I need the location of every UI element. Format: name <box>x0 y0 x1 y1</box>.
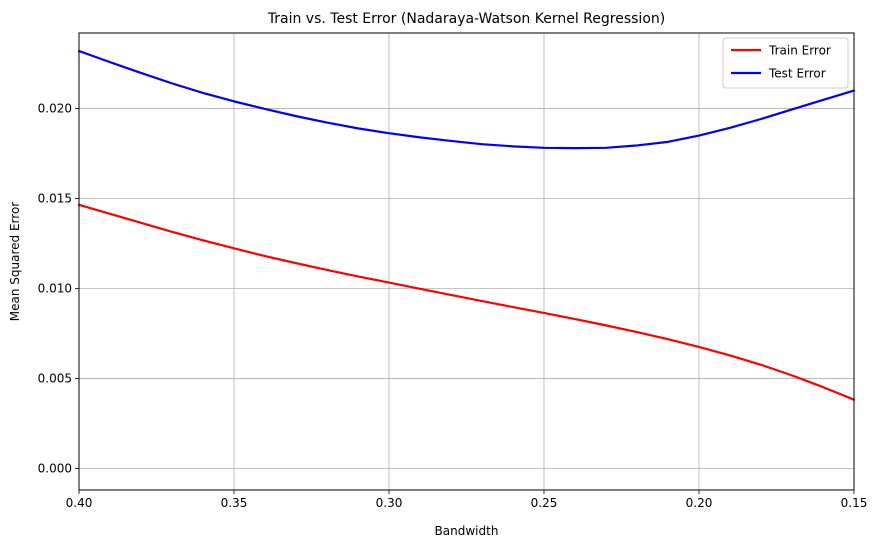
legend: Train Error Test Error <box>722 37 849 89</box>
x-axis-label: Bandwidth <box>435 524 499 538</box>
y-axis-label: Mean Squared Error <box>8 202 22 322</box>
y-tick-label: 0.015 <box>38 192 72 206</box>
x-tick-label: 0.15 <box>841 496 868 510</box>
plot-frame <box>78 32 855 491</box>
y-tick-label: 0.000 <box>38 461 72 475</box>
x-tick-label: 0.25 <box>531 496 558 510</box>
y-tick-label: 0.010 <box>38 281 72 295</box>
legend-label-test-error: Test Error <box>768 67 826 81</box>
y-axis-ticks: 0.000 0.005 0.010 0.015 0.020 <box>38 102 79 475</box>
legend-label-train-error: Train Error <box>768 44 831 58</box>
x-tick-label: 0.35 <box>221 496 248 510</box>
y-tick-label: 0.020 <box>38 102 72 116</box>
chart-title: Train vs. Test Error (Nadaraya-Watson Ke… <box>267 11 665 27</box>
grid <box>78 33 855 490</box>
series-layer <box>77 49 856 401</box>
series-line-train-error <box>77 203 856 401</box>
x-tick-label: 0.40 <box>66 496 93 510</box>
x-tick-label: 0.30 <box>376 496 403 510</box>
x-axis-ticks: 0.40 0.35 0.30 0.25 0.20 0.15 <box>66 490 868 510</box>
x-tick-label: 0.20 <box>686 496 713 510</box>
y-tick-label: 0.005 <box>38 371 72 385</box>
series-line-test-error <box>77 49 856 150</box>
